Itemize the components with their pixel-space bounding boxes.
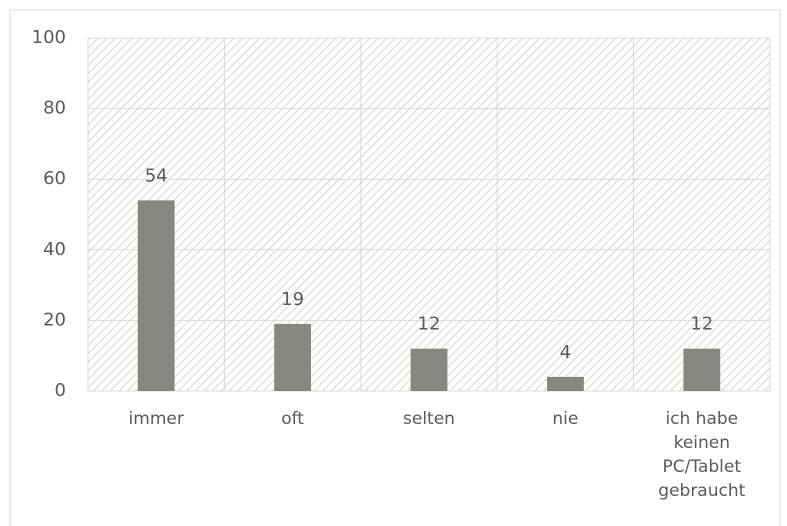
bar — [683, 348, 721, 391]
y-tick-label: 60 — [43, 168, 66, 189]
data-label: 54 — [145, 165, 168, 186]
data-label: 4 — [560, 342, 571, 363]
y-tick-label: 0 — [55, 380, 66, 401]
bar — [274, 323, 312, 391]
data-label: 12 — [690, 314, 713, 335]
chart-frame — [9, 9, 781, 526]
x-tick-label: ich habe keinen PC/Tablet gebraucht — [658, 409, 746, 501]
bar — [410, 348, 448, 391]
x-tick-label: selten — [403, 409, 455, 429]
data-label: 19 — [281, 289, 304, 310]
y-tick-label: 40 — [43, 239, 66, 260]
y-tick-label: 100 — [32, 27, 66, 48]
data-label: 12 — [418, 314, 441, 335]
plot-area — [88, 38, 770, 391]
bar — [546, 376, 584, 391]
y-tick-label: 20 — [43, 309, 66, 330]
x-tick-label: oft — [281, 409, 304, 429]
bar — [137, 200, 175, 391]
y-tick-label: 80 — [43, 98, 66, 119]
x-tick-label: nie — [552, 409, 579, 429]
x-tick-label: immer — [128, 409, 184, 429]
